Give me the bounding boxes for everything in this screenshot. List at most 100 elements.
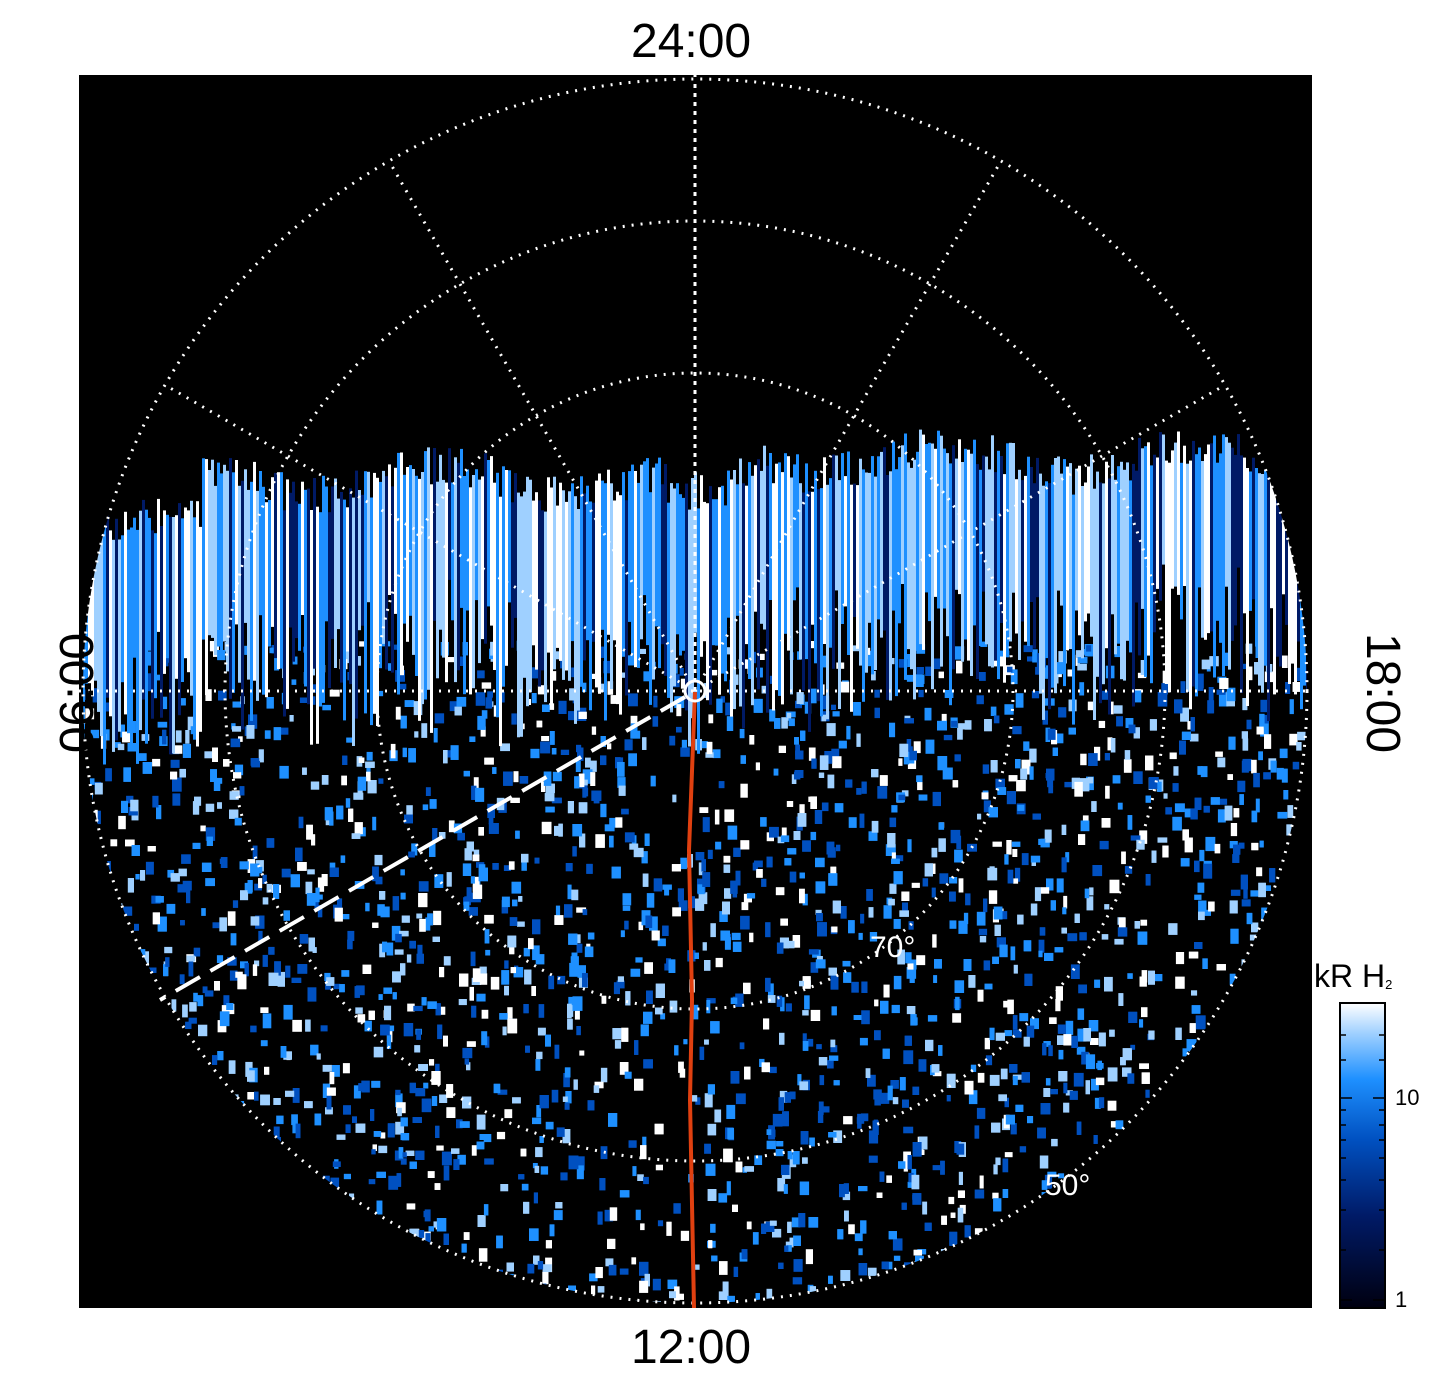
noise-speck — [563, 1073, 570, 1088]
noise-speck — [216, 955, 224, 963]
noise-speck — [676, 726, 682, 733]
noise-speck — [435, 1063, 440, 1074]
noise-speck — [844, 1210, 849, 1222]
noise-speck — [380, 1132, 386, 1139]
noise-speck — [139, 949, 146, 956]
noise-speck — [963, 912, 969, 925]
noise-speck — [1194, 860, 1200, 873]
noise-speck — [127, 878, 134, 893]
noise-speck — [568, 711, 577, 721]
noise-speck — [173, 745, 183, 754]
noise-speck — [887, 833, 896, 848]
noise-speck — [865, 1068, 871, 1078]
noise-speck — [726, 1181, 731, 1196]
noise-speck — [425, 787, 431, 796]
aurora-streak — [1012, 443, 1015, 593]
noise-speck — [613, 982, 620, 995]
aurora-streak — [337, 498, 340, 630]
noise-speck — [1061, 857, 1067, 873]
noise-speck — [828, 1132, 837, 1138]
noise-speck — [1012, 1029, 1022, 1038]
noise-speck — [1057, 1024, 1066, 1034]
noise-speck — [699, 807, 709, 813]
noise-speck — [121, 800, 128, 813]
noise-speck — [632, 1166, 637, 1177]
noise-speck — [776, 995, 783, 1007]
aurora-streak — [739, 458, 742, 707]
noise-speck — [394, 949, 404, 955]
noise-speck — [456, 696, 467, 707]
noise-speck — [978, 928, 988, 936]
noise-speck — [1077, 657, 1088, 664]
noise-speck — [880, 1000, 889, 1014]
noise-speck — [1099, 840, 1109, 850]
noise-speck — [179, 768, 186, 778]
noise-speck — [984, 1037, 990, 1050]
noise-speck — [370, 1109, 375, 1121]
noise-speck — [250, 863, 260, 877]
noise-speck — [810, 831, 817, 841]
noise-speck — [988, 890, 998, 904]
noise-speck — [898, 794, 906, 801]
noise-speck — [1015, 759, 1021, 769]
noise-speck — [1017, 914, 1024, 925]
noise-speck — [1151, 850, 1157, 863]
aurora-streak — [193, 517, 196, 740]
noise-speck — [887, 1085, 893, 1101]
noise-speck — [314, 1113, 322, 1126]
aurora-streak — [928, 442, 931, 622]
noise-speck — [827, 1060, 834, 1069]
noise-speck — [439, 1220, 446, 1231]
noise-speck — [332, 1161, 341, 1167]
noise-speck — [105, 768, 112, 782]
noise-speck — [640, 1024, 649, 1037]
noise-speck — [932, 791, 941, 807]
noise-speck — [1071, 1310, 1080, 1321]
noise-speck — [922, 878, 929, 887]
noise-speck — [1019, 1013, 1029, 1022]
noise-speck — [402, 1133, 410, 1141]
aurora-streak — [508, 470, 511, 603]
aurora-streak — [118, 539, 121, 732]
noise-speck — [883, 984, 890, 998]
noise-speck — [417, 944, 423, 959]
aurora-streak — [1219, 453, 1222, 643]
noise-speck — [582, 973, 588, 988]
noise-speck — [938, 822, 945, 830]
noise-speck — [1013, 964, 1018, 974]
noise-speck — [1024, 973, 1033, 986]
noise-speck — [252, 845, 258, 859]
noise-speck — [591, 673, 596, 679]
noise-speck — [371, 1149, 376, 1155]
meridian-line — [164, 383, 696, 693]
noise-speck — [775, 887, 785, 896]
noise-speck — [898, 659, 908, 668]
noise-speck — [421, 997, 427, 1006]
noise-speck — [376, 1171, 386, 1178]
noise-speck — [669, 1000, 678, 1013]
noise-speck — [560, 749, 570, 755]
noise-speck — [1002, 1158, 1009, 1173]
noise-speck — [954, 754, 961, 762]
noise-speck — [722, 1281, 729, 1292]
noise-speck — [125, 839, 135, 847]
noise-speck — [989, 1074, 1000, 1086]
noise-speck — [337, 898, 343, 909]
noise-speck — [521, 1183, 529, 1191]
noise-speck — [700, 741, 708, 749]
aurora-streak — [922, 434, 925, 650]
noise-speck — [608, 1264, 617, 1276]
noise-speck — [731, 932, 741, 941]
noise-speck — [472, 854, 480, 862]
noise-speck — [471, 785, 477, 800]
noise-speck — [379, 891, 386, 900]
noise-speck — [649, 916, 658, 931]
noise-speck — [189, 1002, 197, 1012]
noise-speck — [586, 863, 593, 874]
noise-speck — [983, 898, 988, 913]
noise-speck — [1077, 1028, 1087, 1042]
noise-speck — [454, 706, 462, 716]
noise-speck — [667, 1279, 678, 1289]
aurora-streak — [535, 492, 538, 670]
noise-speck — [730, 1071, 740, 1084]
